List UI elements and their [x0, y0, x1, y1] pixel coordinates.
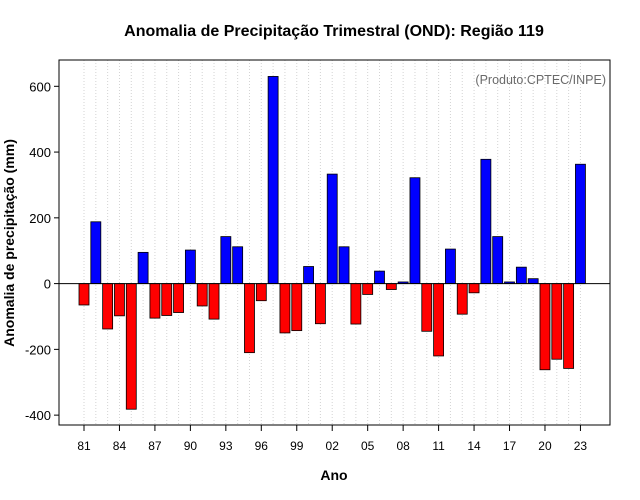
bar-1983 — [102, 283, 114, 330]
plot-frame — [58, 59, 611, 426]
x-tick-label: 20 — [538, 439, 552, 453]
x-tick-label: 08 — [396, 439, 410, 453]
bar-2011 — [433, 283, 445, 357]
bar-2006 — [374, 270, 385, 285]
bar-1995 — [244, 283, 255, 354]
bar-2014 — [468, 283, 480, 294]
bar-2005 — [362, 283, 374, 295]
bar-2001 — [314, 283, 326, 325]
bar-2018 — [515, 266, 527, 285]
bar-1982 — [90, 221, 102, 285]
x-axis: 81 84 87 90 93 96 99 02 05 08 11 14 17 20 23 — [77, 425, 587, 453]
bars — [78, 76, 586, 410]
bar-1997 — [267, 76, 279, 285]
bar-1985 — [125, 283, 137, 410]
x-tick-label: 02 — [326, 439, 340, 453]
y-tick-label: -200 — [25, 342, 51, 357]
y-tick-label: 600 — [29, 79, 51, 94]
bar-2022 — [563, 283, 575, 369]
bar-2012 — [445, 248, 456, 285]
x-tick-label: 81 — [77, 439, 91, 453]
bar-2020 — [539, 283, 551, 371]
x-tick-label: 84 — [113, 439, 127, 453]
bar-2013 — [456, 283, 468, 315]
bar-1986 — [137, 251, 149, 285]
bar-2004 — [350, 283, 362, 325]
x-tick-label: 87 — [148, 439, 162, 453]
bar-2000 — [303, 266, 314, 285]
credit-text: (Produto:CPTEC/INPE) — [475, 73, 606, 87]
x-tick-label: 93 — [219, 439, 233, 453]
x-tick-label: 99 — [290, 439, 304, 453]
x-tick-label: 05 — [361, 439, 375, 453]
x-tick-label: 17 — [503, 439, 517, 453]
bar-2016 — [492, 236, 504, 285]
bar-2021 — [551, 283, 563, 360]
bar-2009 — [409, 177, 421, 285]
x-tick-label: 11 — [432, 439, 445, 453]
x-tick-label: 14 — [467, 439, 481, 453]
x-axis-label: Ano — [320, 467, 347, 483]
bar-2003 — [338, 246, 350, 285]
bar-1992 — [208, 283, 220, 320]
y-tick-label: 200 — [29, 211, 51, 226]
bar-2002 — [326, 173, 338, 285]
chart-title: Anomalia de Precipitação Trimestral (OND… — [124, 23, 544, 40]
y-tick-label: 400 — [29, 145, 51, 160]
y-axis-label: Anomalia de precipitação (mm) — [1, 139, 17, 347]
bar-2007 — [385, 283, 397, 290]
y-axis: -400 -200 0 200 400 600 — [25, 79, 59, 423]
bar-1993 — [220, 236, 232, 285]
bar-2023 — [575, 163, 586, 285]
y-tick-label: -400 — [25, 408, 51, 423]
x-tick-label: 96 — [255, 439, 269, 453]
bar-1988 — [161, 283, 173, 316]
bar-1999 — [291, 283, 303, 332]
x-tick-label: 90 — [184, 439, 198, 453]
bar-1998 — [279, 283, 291, 334]
y-tick-label: 0 — [44, 277, 51, 292]
bar-1987 — [149, 283, 161, 319]
bar-2015 — [480, 158, 492, 285]
bar-2010 — [421, 283, 433, 332]
bar-1994 — [232, 246, 244, 285]
bar-1990 — [184, 249, 196, 285]
bar-1984 — [114, 283, 125, 317]
bar-1989 — [173, 283, 184, 313]
bar-1981 — [78, 283, 90, 306]
bar-1991 — [196, 283, 208, 307]
x-tick-label: 23 — [574, 439, 588, 453]
bar-2019 — [527, 278, 539, 285]
bar-1996 — [255, 283, 267, 302]
